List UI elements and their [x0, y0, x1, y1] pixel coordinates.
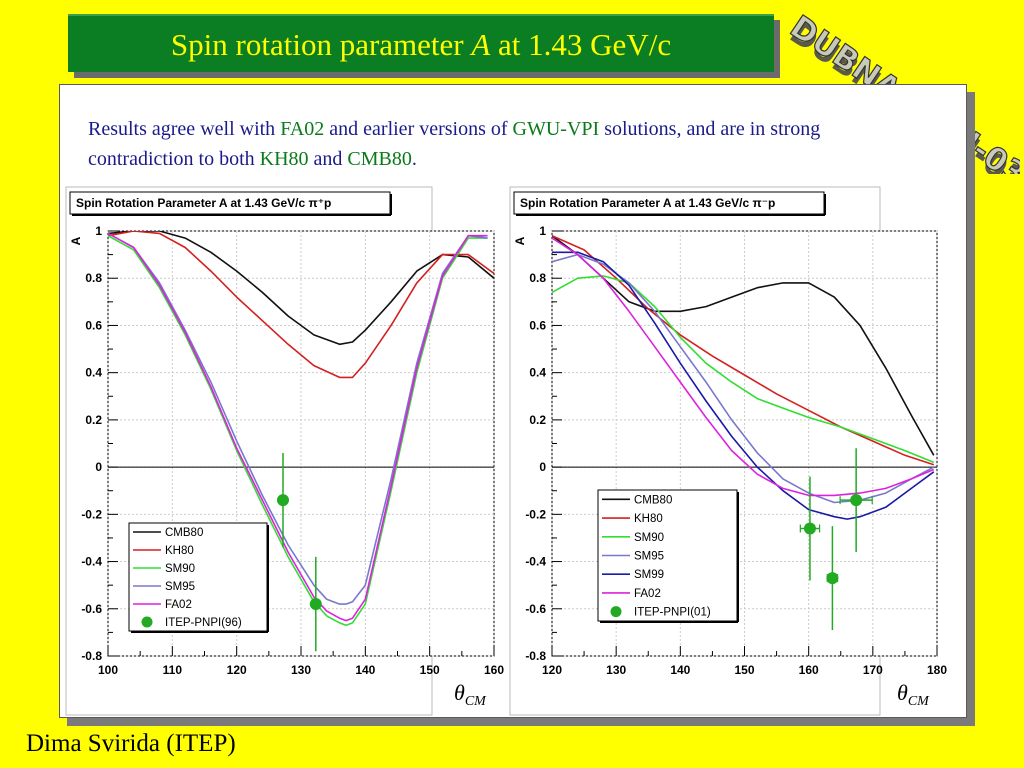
series-line-fa02: [552, 237, 935, 497]
series-line-fa02: [108, 232, 488, 622]
y-tick-label: 0: [539, 460, 546, 474]
x-tick-label: 160: [484, 663, 504, 677]
x-tick-label: 150: [734, 663, 754, 677]
legend-box: [128, 522, 268, 632]
y-tick-label: -0.6: [525, 602, 546, 616]
x-tick-label: 100: [98, 663, 118, 677]
y-tick-label: 0.8: [85, 271, 102, 285]
x-axis-label: θCM: [897, 680, 930, 709]
x-tick-label: 160: [799, 663, 819, 677]
x-tick-label: 140: [670, 663, 690, 677]
legend-swatch-data: [610, 606, 622, 618]
caption-text: Results agree well with FA02 and earlier…: [88, 114, 888, 174]
series-line-cmb80: [108, 231, 494, 346]
series-line-sm95: [108, 232, 488, 605]
series-line-sm99: [552, 251, 935, 520]
x-axis-label-subscript: CM: [465, 694, 487, 709]
series-line-kh80: [552, 234, 935, 466]
data-point: [850, 494, 863, 507]
y-tick-label: 0.4: [529, 366, 546, 380]
legend-swatch-data: [141, 616, 153, 628]
x-tick-label: 130: [606, 663, 626, 677]
legend-label-data: ITEP-PNPI(96): [165, 617, 242, 629]
x-tick-label: 170: [863, 663, 883, 677]
legend-label-sm90: SM90: [165, 563, 195, 575]
series-line-sm90: [552, 275, 935, 464]
chart-title: Spin Rotation Parameter A at 1.43 GeV/c …: [76, 196, 331, 210]
data-point: [826, 572, 839, 585]
data-point: [309, 598, 322, 611]
x-axis-label-theta: θ: [897, 680, 908, 705]
caption-highlight-kh80: KH80: [259, 148, 309, 170]
author-footer: Dima Svirida (ITEP): [26, 730, 236, 757]
y-tick-label: 0.6: [529, 318, 546, 332]
y-tick-label: 1: [95, 224, 102, 238]
y-tick-label: -0.2: [81, 507, 102, 521]
data-point: [803, 522, 816, 535]
title-prefix: Spin rotation parameter: [170, 27, 472, 62]
y-tick-label: 1: [539, 224, 546, 238]
y-axis-label: A: [513, 236, 527, 245]
legend-label-sm99: SM99: [634, 569, 664, 581]
x-axis-label-subscript: CM: [908, 694, 930, 709]
legend-label-data: ITEP-PNPI(01): [634, 607, 711, 619]
legend-label-fa02: FA02: [634, 588, 661, 600]
x-tick-label: 180: [927, 663, 947, 677]
legend-label-kh80: KH80: [634, 513, 663, 525]
x-tick-label: 120: [542, 663, 562, 677]
caption-highlight-gwu-vpi: GWU-VPI: [512, 118, 600, 140]
y-tick-label: -0.2: [525, 507, 546, 521]
y-tick-label: 0.8: [529, 271, 546, 285]
x-axis-label: θCM: [454, 680, 487, 709]
y-tick-label: 0.6: [85, 318, 102, 332]
y-tick-label: -0.8: [81, 649, 102, 663]
data-point: [276, 494, 289, 507]
series-line-sm90: [108, 234, 488, 627]
legend-label-fa02: FA02: [165, 599, 192, 611]
x-axis-label-theta: θ: [454, 680, 465, 705]
legend-label-kh80: KH80: [165, 545, 194, 557]
y-tick-label: 0.2: [85, 413, 102, 427]
title-suffix: at 1.43 GeV/c: [490, 27, 672, 62]
y-tick-label: -0.8: [525, 649, 546, 663]
caption-highlight-cmb80: CMB80: [347, 148, 412, 170]
x-tick-label: 140: [355, 663, 375, 677]
y-tick-label: -0.6: [81, 602, 102, 616]
title-bar: Spin rotation parameter A at 1.43 GeV/c: [68, 14, 774, 72]
chart-2: 120 130 140 150 160 170 180 -0.8 -0.6 -0.4 -0.2 0 0.…: [509, 186, 947, 716]
legend-label-sm95: SM95: [634, 551, 664, 563]
slide-title: Spin rotation parameter A at 1.43 GeV/c: [68, 16, 774, 72]
caption-part: Results agree well with: [88, 118, 281, 140]
y-tick-label: 0.2: [529, 413, 546, 427]
caption-part: and: [308, 148, 348, 170]
legend-label-sm95: SM95: [165, 581, 195, 593]
caption-part: solutions, and are in strong contradicti…: [88, 118, 821, 170]
title-italic-symbol: A: [471, 27, 491, 62]
chart-title: Spin Rotation Parameter A at 1.43 GeV/c …: [520, 196, 775, 210]
legend-label-cmb80: CMB80: [634, 494, 672, 506]
y-tick-label: -0.4: [81, 555, 102, 569]
x-tick-label: 120: [227, 663, 247, 677]
legend-label-sm90: SM90: [634, 532, 664, 544]
legend-label-cmb80: CMB80: [165, 527, 203, 539]
caption-part: .: [411, 148, 417, 170]
caption-highlight-fa02: FA02: [280, 118, 325, 140]
y-tick-label: -0.4: [525, 555, 546, 569]
caption-part: and earlier versions of: [324, 118, 513, 140]
x-tick-label: 110: [163, 663, 183, 677]
y-axis-label: A: [69, 236, 83, 245]
series-line-cmb80: [552, 235, 935, 456]
y-tick-label: 0.4: [85, 366, 102, 380]
x-tick-label: 150: [420, 663, 440, 677]
y-tick-label: 0: [95, 460, 102, 474]
series-line-kh80: [108, 231, 494, 379]
chart-1: 100 110 120 130 140 150 160 -0.8 -0.6 -0.4 -0.2 0 0.…: [65, 186, 504, 716]
x-tick-label: 130: [291, 663, 311, 677]
